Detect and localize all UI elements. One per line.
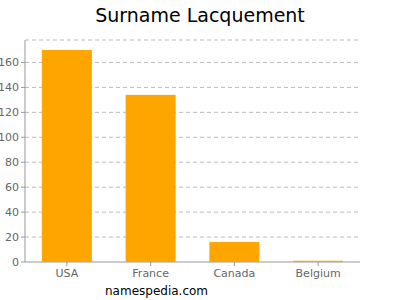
tick-label: 80 (5, 156, 19, 169)
x-tick (150, 262, 151, 266)
category-label: Canada (213, 267, 255, 280)
category-label: France (132, 267, 169, 280)
tick-label: 40 (5, 206, 19, 219)
bar (209, 242, 259, 262)
x-tick (318, 262, 319, 266)
chart: 0 20 40 60 80 100 120 140 160 USA France Canada Belg… (0, 0, 400, 300)
tick-label: 20 (5, 231, 19, 244)
tick-mark (21, 87, 25, 88)
tick-label: 60 (5, 181, 19, 194)
category-label: USA (55, 267, 78, 280)
tick-mark (21, 237, 25, 238)
background (0, 0, 400, 300)
tick-label: 140 (0, 81, 19, 94)
tick-mark (21, 262, 25, 263)
range-end-line (25, 40, 360, 41)
tick-label: 0 (12, 256, 19, 269)
category-label: Belgium (296, 267, 341, 280)
tick-label: 120 (0, 106, 19, 119)
annotation: namespedia.com (105, 284, 208, 298)
tick-label: 160 (0, 56, 19, 69)
tick-mark (21, 187, 25, 188)
tick-mark (21, 162, 25, 163)
bar (293, 261, 343, 262)
tick-label: 100 (0, 131, 19, 144)
bar (42, 50, 92, 262)
x-tick (66, 262, 67, 266)
title: Surname Lacquement (95, 4, 305, 26)
x-tick (234, 262, 235, 266)
tick-mark (21, 137, 25, 138)
bars (42, 50, 343, 262)
tick-mark (21, 62, 25, 63)
bar (126, 95, 176, 262)
tick-mark (21, 212, 25, 213)
tick-mark (21, 112, 25, 113)
y-axis (25, 40, 26, 262)
